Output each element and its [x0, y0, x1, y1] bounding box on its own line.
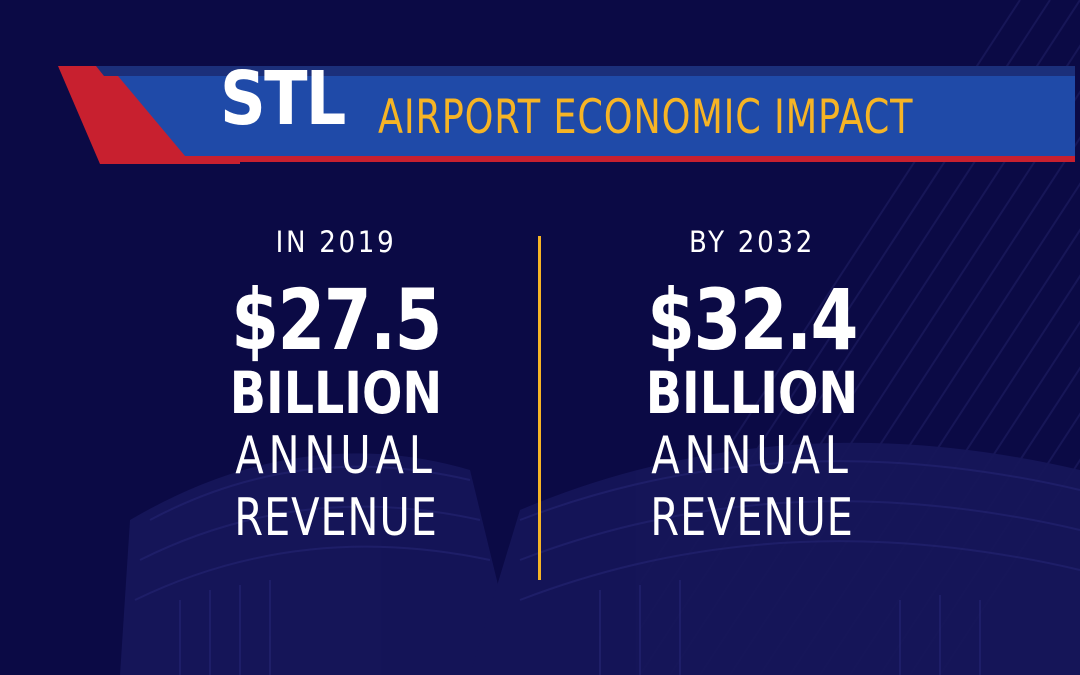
column-divider — [538, 236, 541, 580]
stat-description-line2: REVENUE — [650, 488, 854, 548]
stat-column-2019: IN 2019 $27.5 BILLION ANNUAL REVENUE — [186, 225, 486, 548]
banner-blue-band — [118, 76, 1075, 156]
banner-red-underline — [185, 156, 1075, 162]
stat-description-line1: ANNUAL — [235, 426, 437, 486]
stat-unit: BILLION — [229, 359, 443, 427]
stat-period-label: IN 2019 — [275, 225, 397, 259]
dome-ribs — [134, 460, 1080, 675]
page-title: AIRPORT ECONOMIC IMPACT — [378, 90, 914, 145]
terminal-domes — [120, 442, 1080, 675]
stat-amount: $32.4 — [647, 271, 858, 369]
stat-period-label: BY 2032 — [688, 225, 816, 259]
brand-title: STL — [220, 56, 346, 142]
stat-description-line1: ANNUAL — [651, 426, 853, 486]
title-banner — [58, 66, 1075, 164]
stat-description-line2: REVENUE — [234, 488, 438, 548]
stat-amount: $27.5 — [231, 271, 442, 369]
stat-column-2032: BY 2032 $32.4 BILLION ANNUAL REVENUE — [602, 225, 902, 548]
banner-dark-stripe — [96, 66, 1075, 76]
stat-unit: BILLION — [645, 359, 859, 427]
